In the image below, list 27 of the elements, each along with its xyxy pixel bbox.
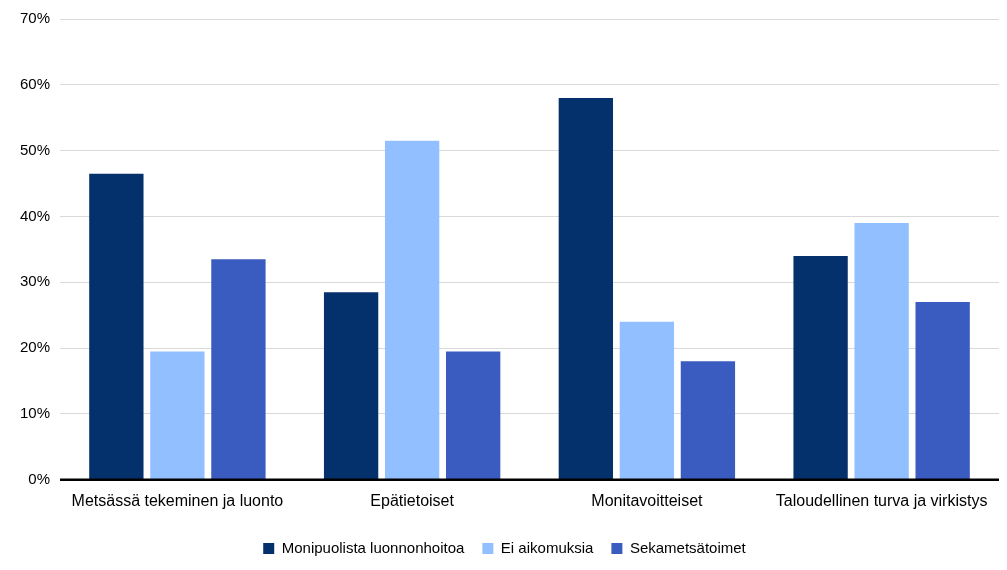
y-tick-label: 60% xyxy=(19,74,51,92)
bar xyxy=(323,292,379,480)
bar xyxy=(793,255,848,480)
y-tick-label: 20% xyxy=(19,338,51,356)
x-tick-label: Taloudellinen turva ja virkistys xyxy=(775,491,988,509)
y-tick-label: 0% xyxy=(28,469,51,487)
bar xyxy=(915,302,970,480)
bar xyxy=(211,259,266,480)
legend-label: Ei aikomuksia xyxy=(500,538,595,556)
y-tick-label: 10% xyxy=(19,404,51,422)
y-tick-label: 70% xyxy=(19,9,51,27)
y-tick-label: 40% xyxy=(19,206,51,224)
legend-label: Monipuolista luonnonhoitoa xyxy=(281,538,466,556)
y-tick-label: 50% xyxy=(19,140,51,158)
bar xyxy=(680,361,736,480)
bar xyxy=(558,97,614,480)
x-tick-label: Epätietoiset xyxy=(370,491,455,509)
bar xyxy=(446,351,501,480)
bar xyxy=(854,223,909,480)
bar xyxy=(384,140,440,480)
x-tick-label: Metsässä tekeminen ja luonto xyxy=(71,491,284,509)
bar xyxy=(150,351,205,480)
y-tick-label: 30% xyxy=(19,272,51,290)
bar xyxy=(619,321,675,480)
bar xyxy=(89,173,144,480)
x-tick-label: Monitavoitteiset xyxy=(591,491,704,509)
legend-label: Sekametsätoimet xyxy=(629,538,747,556)
